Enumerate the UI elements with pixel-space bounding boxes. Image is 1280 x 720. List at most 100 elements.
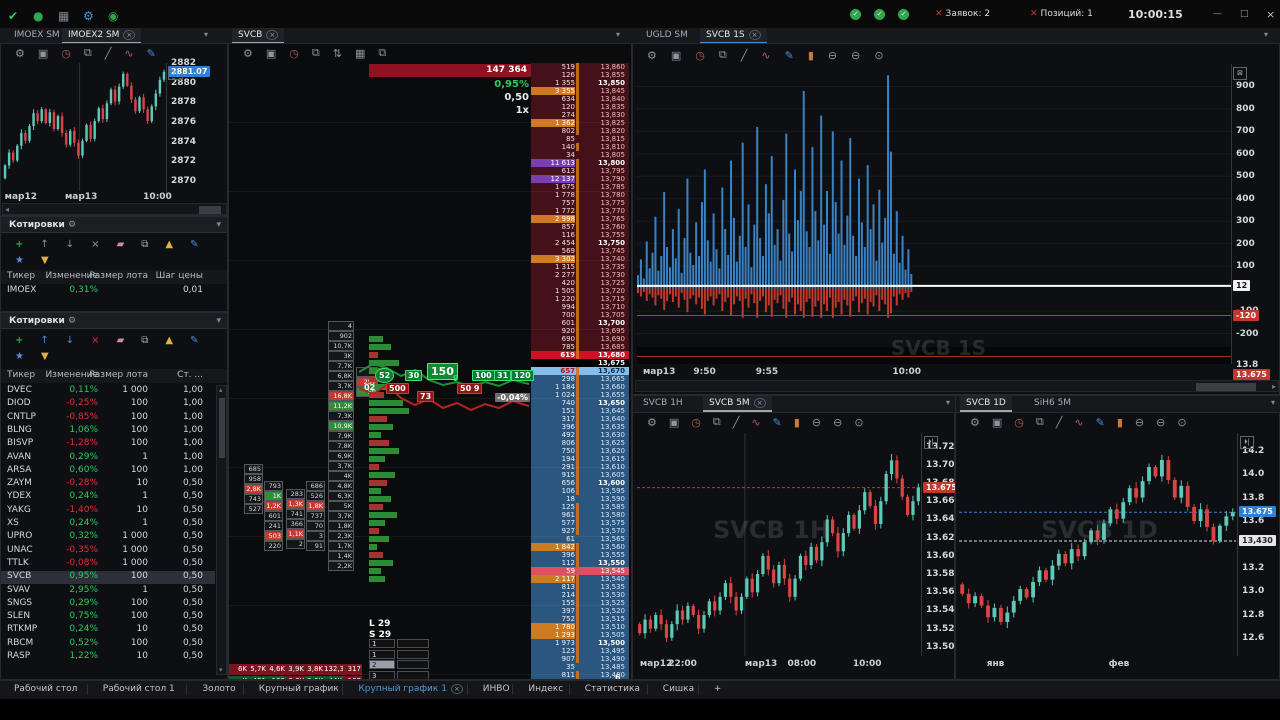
desktop-tab-крупный-график[interactable]: Крупный график [258, 684, 339, 694]
column-header[interactable]: Шаг цены [155, 271, 203, 281]
quotes1-header[interactable]: Котировки ⚙ ▾ [1, 217, 227, 233]
dom-size[interactable]: 85 [566, 135, 575, 143]
dom-price[interactable]: 13,560 [600, 543, 626, 551]
desktop-tab-сишка[interactable]: Сишка [662, 684, 695, 694]
bell-icon[interactable]: ▲ [165, 334, 174, 346]
dom-price[interactable]: 13,570 [600, 527, 626, 535]
quote-row-dvec[interactable]: DVEC 0,11% 1 000 1,00 [7, 385, 203, 395]
dom-row-13,545[interactable]: 59 13,545 [531, 567, 629, 575]
dom-price[interactable]: 13,755 [600, 231, 626, 239]
workspace-tab-imoex-sm[interactable]: IMOEX SM [14, 30, 60, 40]
dom-size[interactable]: 34 [566, 151, 575, 159]
quote-row-zaym[interactable]: ZAYM -0,28% 10 0,50 [7, 478, 203, 489]
minimize-button[interactable]: — [1213, 9, 1222, 19]
close-tab-icon[interactable]: × [266, 30, 279, 40]
up-icon[interactable]: ↑ [40, 334, 49, 346]
down-icon[interactable]: ↓ [65, 334, 75, 346]
gear-tool-icon[interactable]: ⚙ [243, 46, 253, 60]
quote-row-avan[interactable]: AVAN 0,29% 1 1,00 [7, 451, 203, 462]
dom-size[interactable]: 813 [561, 583, 575, 591]
dom-size[interactable]: 12 137 [531, 175, 575, 183]
dom-size[interactable]: 18 [566, 495, 575, 503]
dom-price[interactable]: 13,820 [600, 127, 626, 135]
dom-size[interactable]: 396 [561, 423, 575, 431]
dom-row-13,830[interactable]: 274 13,830 [531, 111, 629, 119]
gear-tool-icon[interactable]: ⚙ [647, 48, 657, 62]
zoomout-tool-icon[interactable]: ⊖ [851, 48, 861, 62]
dom-row-13,770[interactable]: 1 772 13,770 [531, 207, 629, 215]
dom-row-13,695[interactable]: 920 13,695 [531, 327, 629, 335]
scroll-left-icon[interactable]: ◂ [5, 205, 10, 214]
svcb1s-h-scrollbar[interactable]: ▸ [635, 380, 1279, 392]
bars-tool-icon[interactable]: ▮ [1116, 415, 1123, 429]
dom-price[interactable]: 13,760 [600, 223, 626, 231]
zoomout-tool-icon[interactable]: ⊖ [1134, 415, 1145, 429]
dom-price[interactable]: 13,720 [600, 287, 626, 295]
search-tool-icon[interactable]: ⊙ [1177, 415, 1187, 429]
dom-size[interactable]: 1 778 [554, 191, 575, 199]
dom-row-13,505[interactable]: 1 293 13,505 [531, 631, 629, 639]
dom-price[interactable]: 13,680 [597, 351, 625, 359]
dom-size[interactable]: 613 [561, 167, 575, 175]
eraser-icon[interactable]: ▰ [116, 334, 125, 346]
panel-gear-icon[interactable]: ⚙ [67, 220, 77, 230]
dom-size[interactable]: 915 [561, 471, 575, 479]
dom-price[interactable]: 13,850 [597, 79, 625, 87]
workspace-tab-imoex2-sm[interactable]: IMOEX2 SM × [62, 28, 142, 44]
dom-price[interactable]: 13,515 [600, 615, 626, 623]
dom-row-13,835[interactable]: 120 13,835 [531, 103, 629, 111]
dom-price[interactable]: 13,840 [600, 95, 626, 103]
dom-row-13,690[interactable]: 690 13,690 [531, 335, 629, 343]
dom-price[interactable]: 13,595 [600, 487, 626, 495]
dom-price[interactable]: 13,500 [597, 639, 625, 647]
quote-row-unac[interactable]: UNAC -0,35% 1 000 0,50 [7, 544, 203, 555]
cam-tool-icon[interactable]: ▣ [265, 46, 277, 60]
desktop-tab-рабочий-стол-1[interactable]: Рабочий стол 1 [102, 684, 175, 694]
close-positions-icon[interactable]: ✕ [1030, 9, 1038, 19]
dom-size[interactable]: 274 [561, 111, 575, 119]
clock-tool-icon[interactable]: ◷ [695, 48, 705, 62]
tab-svcb-1d[interactable]: SVCB 1D [960, 396, 1012, 412]
dom-price[interactable]: 13,590 [600, 495, 626, 503]
dom-price[interactable]: 13,705 [600, 311, 626, 319]
dom-row-13,620[interactable]: 750 13,620 [531, 447, 629, 455]
dom-size[interactable]: 519 [561, 63, 575, 71]
dom-size[interactable]: 802 [561, 127, 575, 135]
dom-size[interactable]: 35 [566, 663, 575, 671]
brush-tool-icon[interactable]: ✎ [146, 46, 156, 60]
dom-row-13,590[interactable]: 18 13,590 [531, 495, 629, 503]
dom-price[interactable]: 13,765 [600, 215, 626, 223]
crosshair-box-icon[interactable]: ⊠ [1233, 67, 1247, 80]
dom-row-13,560[interactable]: 1 842 13,560 [531, 543, 629, 551]
add-desktop-button[interactable]: + [713, 684, 722, 694]
scroll-down-icon[interactable]: ▾ [219, 666, 223, 674]
dom-price[interactable]: 13,815 [600, 135, 626, 143]
dom-size[interactable]: 857 [561, 223, 575, 231]
clock-tool-icon[interactable]: ◷ [691, 415, 701, 429]
dom-price[interactable]: 13,640 [600, 415, 626, 423]
dom-size[interactable]: 700 [561, 311, 575, 319]
dom-row-13,750[interactable]: 2 454 13,750 [531, 239, 629, 247]
dom-row-13,825[interactable]: 1 362 13,825 [531, 119, 629, 127]
dom-row-13,680[interactable]: 619 13,680 [531, 351, 629, 359]
dom-size[interactable]: 151 [561, 407, 575, 415]
dom-row-13,720[interactable]: 1 505 13,720 [531, 287, 629, 295]
dom-size[interactable]: 1 780 [531, 623, 575, 631]
help-icon[interactable]: ◉ [108, 9, 119, 23]
dom-size[interactable]: 657 [560, 367, 575, 375]
scroll-thumb[interactable] [1196, 383, 1256, 391]
dom-row-13,635[interactable]: 396 13,635 [531, 423, 629, 431]
clock-tool-icon[interactable]: ◷ [289, 46, 299, 60]
fib-tool-icon[interactable]: ∿ [124, 46, 134, 60]
dom-size[interactable]: 920 [561, 327, 575, 335]
panel-gear-icon[interactable]: ⚙ [67, 316, 77, 326]
imoex-price-axis[interactable]: 2882 2880 2878 2876 2874 2872 2870 2881.07 [166, 58, 229, 193]
dom-price[interactable]: 13,530 [600, 591, 626, 599]
dom-size[interactable]: 569 [561, 247, 575, 255]
dom-size[interactable]: 785 [561, 343, 575, 351]
desktop-tab-рабочий-стол[interactable]: Рабочий стол [14, 684, 78, 694]
line-tool-icon[interactable]: ╱ [104, 46, 112, 60]
dom-size[interactable]: 125 [561, 503, 575, 511]
dom-size[interactable]: 2 998 [531, 215, 575, 223]
dom-row-13,850[interactable]: 1 355 13,850 [531, 79, 629, 87]
